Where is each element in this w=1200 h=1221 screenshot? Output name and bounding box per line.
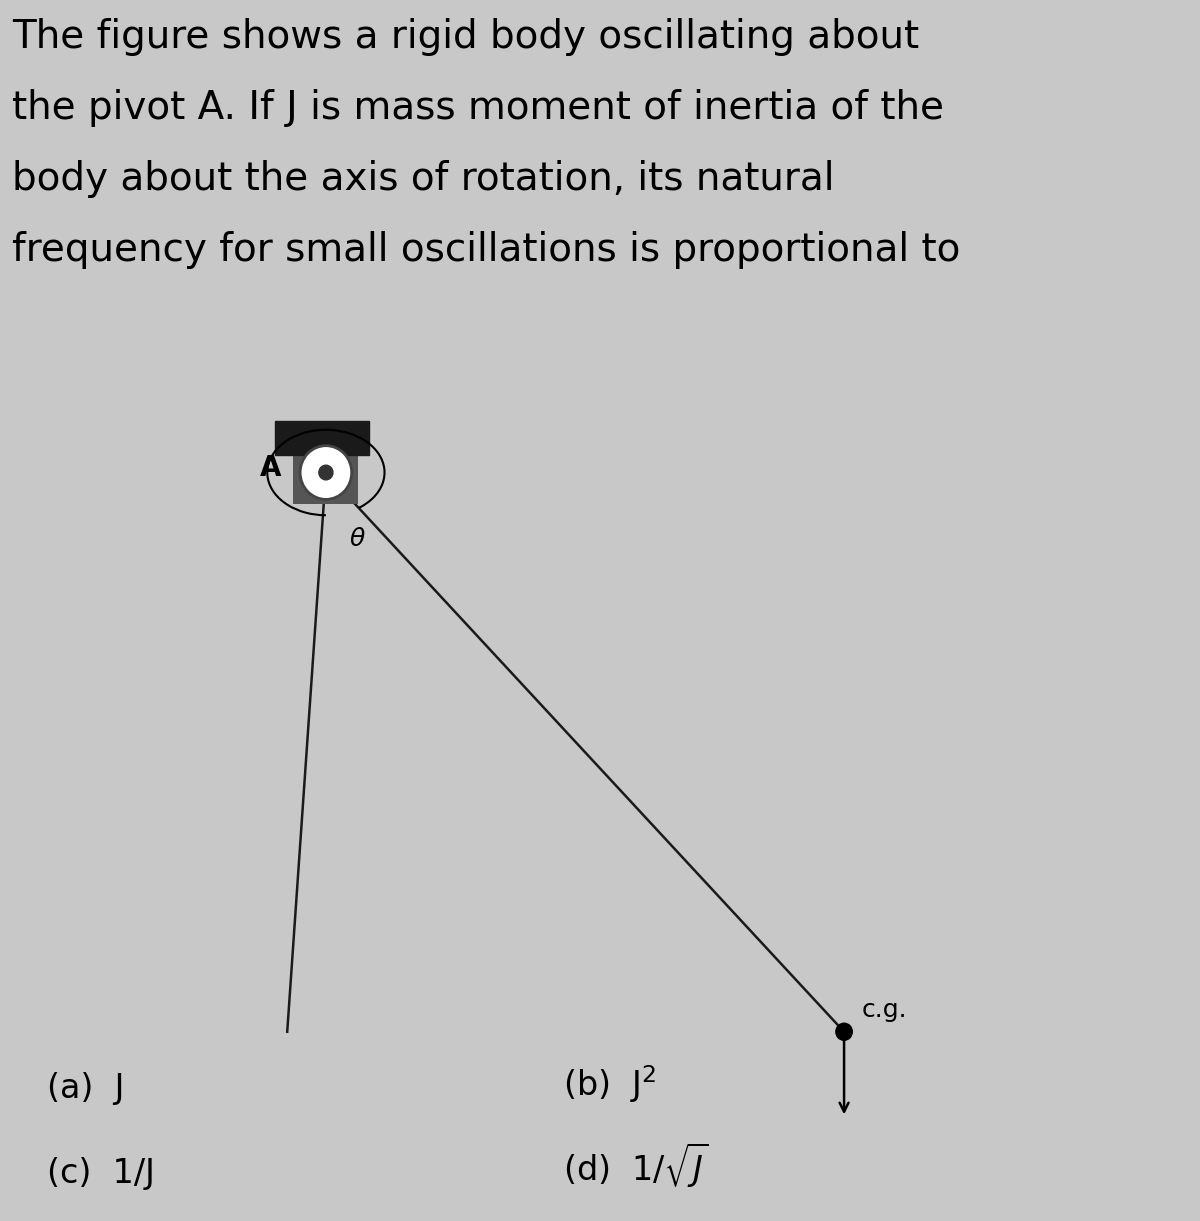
Circle shape	[319, 465, 332, 480]
Circle shape	[836, 1023, 852, 1040]
Text: (d)  1/$\sqrt{J}$: (d) 1/$\sqrt{J}$	[563, 1142, 708, 1190]
Text: A: A	[260, 454, 281, 481]
Text: body about the axis of rotation, its natural: body about the axis of rotation, its nat…	[12, 160, 834, 198]
Text: (b)  J$^2$: (b) J$^2$	[563, 1063, 656, 1105]
Text: The figure shows a rigid body oscillating about: The figure shows a rigid body oscillatin…	[12, 18, 919, 56]
Bar	[293, 446, 358, 504]
Text: frequency for small oscillations is proportional to: frequency for small oscillations is prop…	[12, 231, 960, 269]
Text: (c)  1/J: (c) 1/J	[47, 1158, 155, 1190]
Text: θ: θ	[349, 527, 365, 552]
Text: the pivot A. If J is mass moment of inertia of the: the pivot A. If J is mass moment of iner…	[12, 89, 943, 127]
Text: c.g.: c.g.	[862, 998, 907, 1022]
Text: (a)  J: (a) J	[47, 1072, 125, 1105]
Bar	[276, 421, 370, 455]
Circle shape	[300, 446, 352, 499]
